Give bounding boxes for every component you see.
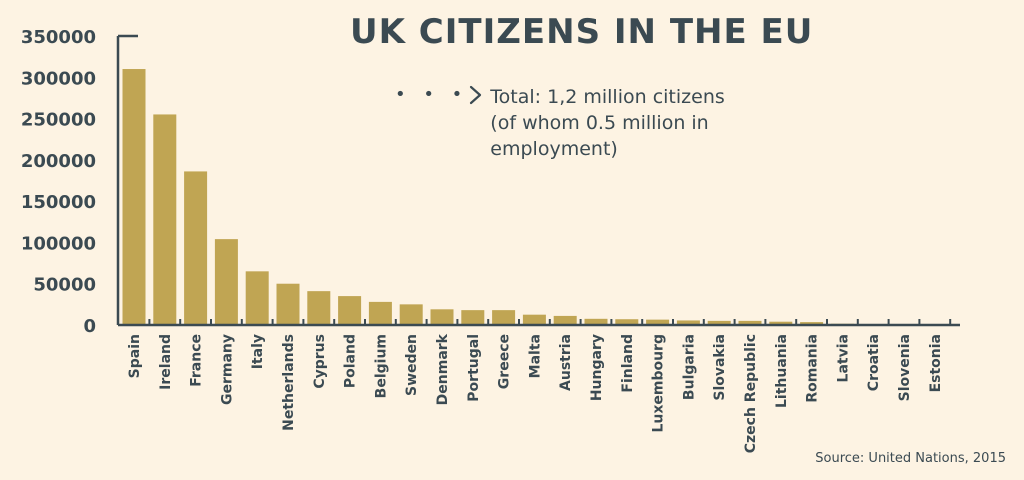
x-tick-label: Netherlands [281, 334, 297, 431]
x-tick-label: Slovenia [897, 334, 913, 401]
bar-spain [122, 69, 146, 326]
x-tick-label: Latvia [835, 334, 851, 382]
x-tick-label: Belgium [373, 334, 389, 398]
source-note: Source: United Nations, 2015 [815, 451, 1006, 466]
x-tick-label: Poland [343, 334, 359, 388]
bar-ireland [153, 114, 177, 325]
x-tick-label: Portugal [466, 334, 482, 402]
y-tick-label: 350000 [21, 27, 96, 48]
x-tick-label: Greece [497, 334, 513, 389]
bar-bulgaria [676, 320, 700, 325]
y-tick-label: 0 [83, 316, 96, 337]
x-tick-label: France [189, 334, 205, 387]
x-tick-label: Hungary [589, 334, 605, 401]
x-tick-label: Spain [127, 334, 143, 378]
bar-poland [338, 296, 362, 325]
bar-luxembourg [646, 319, 670, 325]
x-tick-label: Luxembourg [651, 334, 667, 433]
bar-slovakia [707, 320, 731, 325]
bar-belgium [368, 301, 392, 325]
x-tick-label: Ireland [158, 334, 174, 390]
bar-portugal [461, 310, 485, 325]
annotation-text: Total: 1,2 million citizens (of whom 0.5… [490, 86, 725, 160]
x-tick-label: Croatia [866, 334, 882, 391]
y-axis-ticks: 0 50000 100000 150000 200000 250000 300000 3500… [21, 27, 96, 337]
x-tick-label: Denmark [435, 333, 451, 405]
x-tick-label: Lithuania [774, 334, 790, 408]
y-tick-label: 200000 [21, 151, 96, 172]
x-tick-label: Malta [527, 334, 543, 378]
chart-title: UK CITIZENS IN THE EU [350, 12, 814, 52]
x-tick-label: Germany [219, 334, 235, 405]
x-tick-label: Sweden [404, 334, 420, 396]
y-tick-label: 100000 [21, 233, 96, 254]
bar-cyprus [307, 291, 331, 325]
bar-hungary [584, 318, 608, 325]
bar-malta [522, 314, 546, 325]
bar-austria [553, 315, 577, 325]
bar-greece [492, 310, 516, 325]
x-tick-label: Italy [250, 334, 266, 369]
x-tick-label: Finland [620, 334, 636, 393]
bar-sweden [399, 304, 423, 325]
y-tick-label: 50000 [33, 275, 96, 296]
bar-czech-republic [738, 320, 762, 325]
bar-denmark [430, 309, 454, 325]
x-tick-label: Austria [558, 334, 574, 391]
x-tick-label: Slovakia [712, 334, 728, 401]
bar-france [184, 171, 208, 325]
x-axis-ticks: Spain Ireland France Germany Italy Netherland… [127, 319, 952, 453]
bar-lithuania [769, 321, 793, 325]
y-tick-label: 300000 [21, 68, 96, 89]
chevron-right-icon [470, 85, 482, 105]
total-annotation: • • • Total: 1,2 million citizens (of wh… [395, 84, 730, 162]
bars-group [122, 69, 947, 326]
y-tick-label: 250000 [21, 110, 96, 131]
x-tick-label: Estonia [928, 334, 944, 392]
bar-italy [245, 271, 269, 325]
bar-germany [214, 239, 238, 325]
x-tick-label: Bulgaria [681, 334, 697, 400]
y-tick-label: 150000 [21, 192, 96, 213]
x-tick-label: Cyprus [312, 334, 328, 389]
x-tick-label: Czech Republic [743, 334, 759, 453]
bar-finland [615, 319, 639, 325]
annotation-dots: • • • [395, 84, 469, 105]
bar-romania [800, 322, 824, 325]
x-tick-label: Romania [805, 334, 821, 403]
bar-netherlands [276, 283, 300, 325]
